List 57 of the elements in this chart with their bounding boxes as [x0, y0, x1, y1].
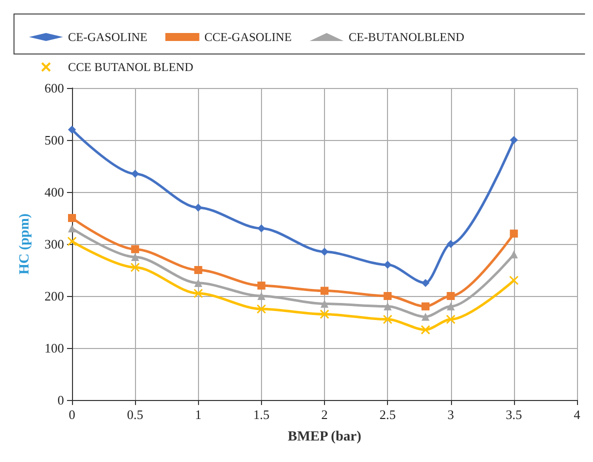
point: [131, 245, 140, 254]
x-tick-label: 2.5: [380, 407, 396, 422]
point: [446, 240, 455, 248]
point: [67, 236, 77, 246]
point: [194, 204, 202, 212]
y-axis-title: HC (ppm): [18, 213, 32, 275]
point: [68, 224, 76, 232]
x-axis-title: BMEP (bar): [288, 430, 362, 444]
point: [420, 325, 430, 335]
point: [446, 292, 455, 300]
point: [131, 253, 140, 261]
point: [422, 312, 430, 321]
point: [130, 262, 140, 272]
legend-label: CE-BUTANOLBLEND: [348, 30, 465, 44]
y-tick-label: 600: [44, 80, 64, 96]
point: [68, 214, 76, 222]
point: [194, 266, 202, 274]
point: [384, 302, 392, 310]
point: [382, 314, 392, 324]
point: [422, 279, 430, 287]
point: [68, 126, 76, 134]
x-tick-label: 4: [574, 407, 581, 422]
y-tick-label: 200: [44, 288, 64, 304]
point: [510, 230, 518, 238]
point: [256, 304, 266, 314]
point: [194, 288, 203, 298]
point: [131, 170, 140, 178]
x-tick-label: 1: [195, 407, 202, 422]
x-tick-label: 1.5: [253, 407, 270, 422]
point: [257, 282, 266, 290]
legend-label: CE-GASOLINE: [68, 30, 148, 44]
point: [320, 309, 330, 319]
x-tick-label: 2: [321, 407, 328, 422]
point: [510, 136, 518, 144]
point: [446, 302, 455, 310]
y-tick-label: 500: [44, 132, 64, 148]
x-tick-label: 3: [448, 407, 454, 422]
x-tick-label: 3.5: [506, 407, 522, 422]
point: [320, 300, 328, 308]
point: [257, 224, 266, 232]
point: [384, 292, 392, 300]
point: [257, 292, 266, 300]
point: [422, 302, 430, 310]
point: [446, 314, 456, 324]
legend-label: CCE BUTANOL BLEND: [68, 60, 194, 74]
legend-label: CCE-GASOLINE: [204, 30, 292, 44]
y-tick-label: 0: [58, 392, 64, 408]
y-tick-label: 100: [44, 340, 64, 356]
y-tick-label: 400: [44, 184, 64, 200]
y-tick-label: 300: [44, 236, 64, 252]
x-tick-label: 0: [68, 407, 76, 422]
point: [320, 248, 328, 256]
point: [384, 260, 392, 269]
point: [320, 286, 328, 295]
point: [194, 279, 202, 287]
point: [509, 276, 519, 286]
x-tick-label: 0.5: [127, 407, 144, 422]
